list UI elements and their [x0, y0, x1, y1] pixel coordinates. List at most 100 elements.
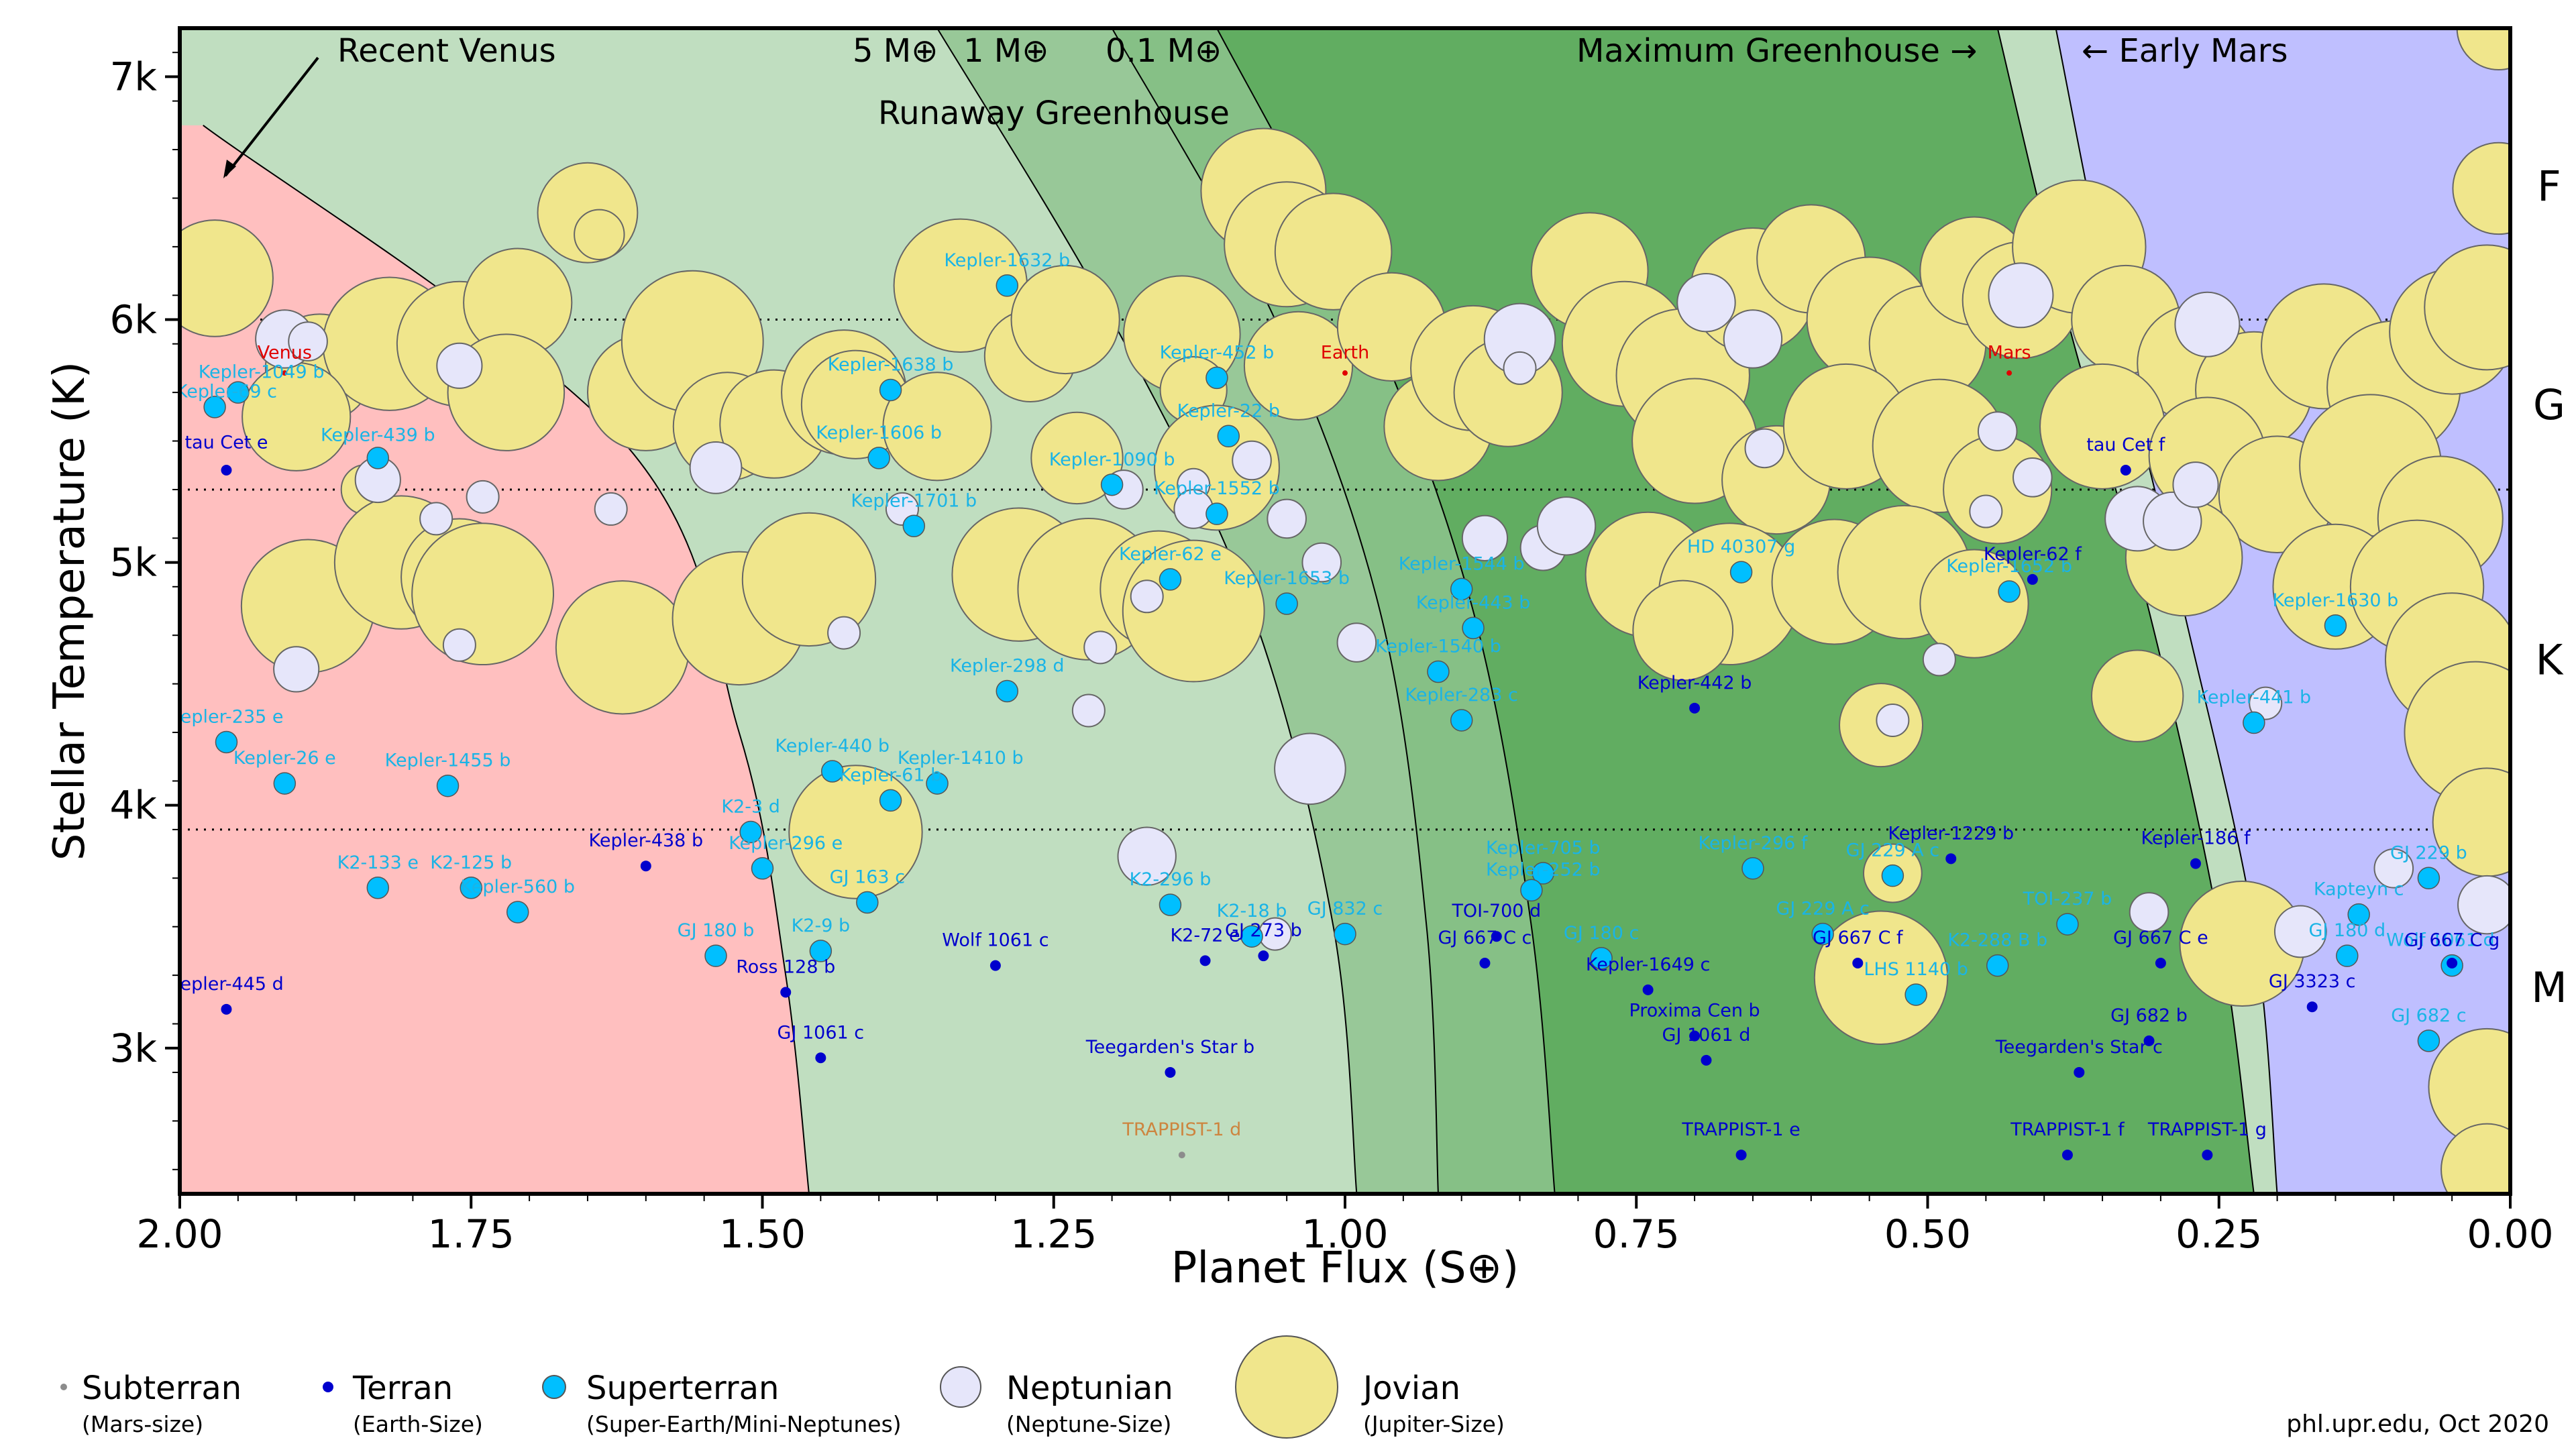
planet-marker-teegarden-s-star-b [1165, 1066, 1176, 1078]
neptunian-planet-marker [419, 502, 453, 536]
neptunian-planet-marker [436, 342, 483, 389]
planet-marker-gj-832-c [1334, 922, 1356, 946]
jovian-planet-marker [1632, 579, 1734, 681]
planet-marker-kepler-1606-b [867, 447, 890, 469]
jovian-planet-marker [2440, 1123, 2510, 1194]
neptunian-planet-marker [1676, 272, 1736, 333]
planet-marker-earth [1342, 370, 1348, 376]
planet-label-kepler-440-b: Kepler-440 b [775, 736, 890, 757]
jovian-planet-marker [1919, 549, 2029, 659]
legend-terran-note: (Earth-Size) [353, 1411, 483, 1437]
planet-label-gj-667-c-e: GJ 667 C e [2113, 928, 2208, 948]
planet-label-kepler-439-b: Kepler-439 b [321, 425, 435, 446]
planet-label-gj-229-a-c: GJ 229 A c [1776, 899, 1869, 920]
neptunian-planet-marker [442, 628, 476, 662]
planet-marker-kepler-296-e [751, 857, 774, 880]
planet-label-k2-18-b: K2-18 b [1217, 901, 1287, 922]
planet-marker-trappist-1-e [1735, 1150, 1747, 1161]
jovian-planet-marker [2452, 142, 2510, 235]
planet-label-gj-273-b: GJ 273 b [1225, 920, 1302, 941]
planet-label-kepler-252-b: Kepler-252 b [1486, 860, 1601, 881]
planet-marker-gj-667-c-e [2155, 958, 2166, 969]
zone-annotations: Recent Venus 5 M⊕ 1 M⊕ 0.1 M⊕ Runaway Gr… [223, 32, 2288, 178]
planet-label-tau-cet-f: tau Cet f [2086, 435, 2165, 455]
neptunian-planet-marker [827, 616, 861, 650]
x-axis-ticks: 2.00 1.75 1.50 1.25 1.00 0.75 0.50 0.25 0.00 [136, 1194, 2554, 1257]
early-mars-label: ← Early Mars [2082, 32, 2288, 70]
planet-marker-gj-180-b [704, 944, 727, 967]
jovian-planet-marker [2456, 28, 2510, 70]
planet-label-gj-1061-c: GJ 1061 c [777, 1022, 865, 1043]
planet-marker-k2-72-e [1199, 955, 1211, 966]
planet-marker-kepler-705-b [1532, 862, 1555, 885]
jovian-planet-marker [2039, 363, 2166, 490]
recent-venus-label: Recent Venus [337, 32, 556, 70]
planet-label-kepler-298-d: Kepler-298 d [950, 656, 1065, 677]
planet-marker-venus [282, 370, 288, 376]
planet-marker-kepler-1455-b [436, 774, 460, 797]
planet-label-mars: Mars [1988, 342, 2031, 363]
planet-marker-k2-9-b [809, 940, 833, 962]
planet-label-kepler-1540-b: Kepler-1540 b [1375, 636, 1501, 657]
planet-marker-kepler-439-b [366, 447, 390, 469]
planet-label-trappist-1-e: TRAPPIST-1 e [1681, 1119, 1800, 1140]
y-tick-label: 3k [110, 1025, 158, 1071]
legend-superterran-label: Superterran [586, 1370, 779, 1407]
planet-marker-kepler-445-d [221, 1003, 232, 1015]
planet-label-kepler-1049-b: Kepler-1049 b [199, 361, 325, 382]
neptunian-planet-marker [1922, 643, 1956, 677]
planet-label-proxima-cen-b: Proxima Cen b [1629, 1001, 1760, 1021]
neptunian-planet-marker [288, 321, 328, 361]
x-tick-label: 1.25 [1010, 1211, 1097, 1257]
legend-neptunian-note: (Neptune-Size) [1006, 1411, 1171, 1437]
planet-marker-tau-cet-e [221, 464, 232, 476]
planet-label-hd-40307-g: HD 40307 g [1687, 537, 1795, 557]
planet-label-gj-163-c: GJ 163 c [830, 867, 905, 888]
neptunian-planet-marker [2172, 461, 2219, 508]
planet-label-kepler-62-e: Kepler-62 e [1119, 544, 1222, 565]
legend-subterran-note: (Mars-size) [82, 1411, 203, 1437]
jovian-planet-marker [1122, 539, 1265, 683]
planet-marker-gj-273-b [1258, 950, 1269, 962]
planet-marker-kepler-252-b [1520, 879, 1543, 902]
planet-label-teegarden-s-star-c: Teegarden's Star c [1995, 1037, 2163, 1058]
planet-marker-kepler-1638-b [879, 378, 902, 402]
legend-jovian-label: Jovian [1361, 1370, 1460, 1407]
planet-label-gj-667-c-f: GJ 667 C f [1813, 928, 1904, 948]
neptunian-planet-marker [1536, 496, 1597, 556]
planet-marker-toi-237-b [2056, 913, 2079, 936]
planet-marker-proxima-cen-b [1689, 1030, 1701, 1042]
neptunian-planet-marker [594, 492, 628, 526]
planet-label-kepler-442-b: Kepler-442 b [1638, 673, 1752, 693]
planet-label-gj-180-c: GJ 180 c [1564, 923, 1639, 944]
planet-label-kepler-69-c: Kepler-69 c [176, 381, 277, 402]
planet-label-kepler-1653-b: Kepler-1653 b [1224, 568, 1350, 589]
neptunian-planet-marker [1461, 514, 1509, 561]
planet-marker-kepler-235-e [215, 730, 238, 754]
planet-label-kepler-1544-b: Kepler-1544 b [1399, 553, 1525, 574]
planet-marker-kepler-1652-b [1998, 580, 2021, 603]
planet-label-kepler-1606-b: Kepler-1606 b [816, 423, 942, 443]
planet-label-trappist-1-f: TRAPPIST-1 f [2010, 1119, 2125, 1140]
legend-superterran-marker [542, 1375, 566, 1399]
x-tick-label: 0.75 [1593, 1211, 1680, 1257]
planet-label-gj-832-c: GJ 832 c [1307, 899, 1383, 920]
neptunian-planet-marker [1336, 622, 1377, 663]
planet-label-tau-cet-e: tau Cet e [184, 432, 268, 453]
neptunian-planet-marker [2457, 875, 2510, 935]
neptunian-planet-marker [2249, 686, 2283, 720]
runaway-greenhouse-label: Runaway Greenhouse [878, 95, 1230, 132]
planet-marker-k2-3-d [739, 820, 762, 844]
planet-label-wolf-1061-c: Wolf 1061 c [942, 930, 1049, 951]
legend-subterran-label: Subterran [82, 1370, 241, 1407]
planet-label-gj-682-c: GJ 682 c [2391, 1005, 2466, 1026]
y-tick-label: 6k [110, 297, 158, 343]
planet-label-kepler-443-b: Kepler-443 b [1416, 592, 1531, 613]
planet-label-lhs-1140-b: LHS 1140 b [1864, 959, 1968, 980]
neptunian-planet-marker [1977, 411, 2018, 451]
planet-marker-gj-682-c [2417, 1029, 2440, 1052]
neptunian-planet-marker [1988, 262, 2054, 329]
planet-label-kepler-1649-c: Kepler-1649 c [1586, 954, 1710, 975]
planet-label-k2-288-b-b: K2-288 B b [1947, 930, 2047, 951]
